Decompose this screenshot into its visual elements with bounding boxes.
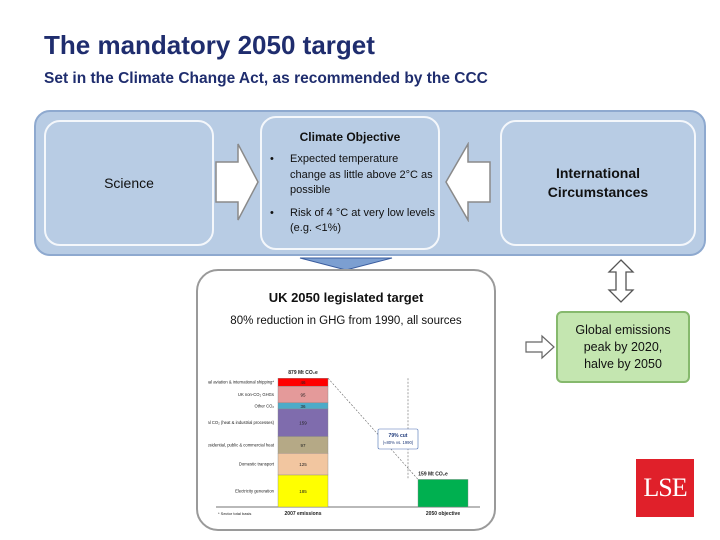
target-title: UK 2050 legislated target	[268, 290, 424, 305]
objective-bullet: Expected temperature change as little ab…	[270, 152, 436, 199]
segment-value-label: 36	[300, 404, 306, 409]
trend-dashed-line	[327, 378, 419, 480]
chart-footnote: * Sector total basis	[218, 511, 251, 516]
segment-value-label: 95	[300, 392, 306, 397]
down-arrow-icon	[299, 257, 393, 271]
global-line: Global emissions	[575, 322, 671, 337]
segment-name-label: Industrial CO₂ (heat & industrial proces…	[208, 420, 275, 425]
international-line: Circumstances	[547, 184, 649, 200]
segment-value-label: 185	[299, 489, 307, 494]
uk-target-box: UK 2050 legislated target 80% reduction …	[196, 269, 496, 531]
global-emissions-box: Global emissions peak by 2020, halve by …	[556, 311, 690, 383]
lse-logo: LSE	[636, 459, 694, 517]
reduction-callout	[377, 428, 419, 450]
reduction-label: 79% cut	[389, 433, 408, 439]
science-box: Science	[44, 120, 214, 246]
page-title: The mandatory 2050 target	[44, 30, 375, 60]
international-line: International	[555, 165, 640, 181]
global-line: peak by 2020,	[583, 339, 663, 354]
segment-value-label: 125	[299, 462, 307, 467]
segment-value-label: 46	[300, 380, 306, 385]
segment-name-label: Domestic transport	[239, 462, 275, 467]
target-subtitle: 80% reduction in GHG from 1990, all sour…	[230, 315, 462, 327]
science-label: Science	[104, 175, 154, 191]
objective-bullet: Risk of 4 °C at very low levels (e.g. <1…	[270, 206, 436, 237]
segment-name-label: Residential, public & commercial heat	[208, 442, 275, 447]
segment-value-label: 159	[299, 421, 307, 426]
objective-list: Expected temperature change as little ab…	[270, 152, 436, 244]
segment-name-label: Electricity generation	[235, 488, 275, 493]
top-total-label: 879 Mt CO₂e	[288, 370, 318, 376]
x-category-label: 2050 objective	[426, 511, 460, 517]
right-arrow-small-icon	[525, 334, 555, 360]
objective-title: Climate Objective	[299, 130, 401, 144]
bar-segment	[277, 378, 329, 387]
page-subtitle: Set in the Climate Change Act, as recomm…	[44, 70, 488, 87]
reduction-label: (≈80% vs. 1990)	[383, 440, 414, 445]
emissions-chart: 185 Electricity generation 125 Domestic tra…	[208, 370, 480, 517]
bar-2050	[417, 479, 469, 508]
bar-segment	[277, 408, 329, 437]
international-box: International Circumstances	[500, 120, 696, 246]
left-arrow-icon	[445, 142, 491, 222]
double-arrow-icon	[607, 259, 635, 303]
climate-objective-box: Climate Objective Expected temperature c…	[260, 116, 440, 250]
segment-name-label: Other CO₂	[254, 403, 274, 408]
segment-name-label: UK non-CO₂ GHGs	[238, 392, 274, 397]
global-line: halve by 2050	[584, 356, 662, 371]
top-2050-label: 159 Mt CO₂e	[418, 471, 448, 477]
lse-logo-text: LSE	[643, 473, 687, 502]
segment-value-label: 97	[300, 443, 306, 448]
x-category-label: 2007 emissions	[285, 511, 322, 517]
segment-name-label: International aviation & international s…	[208, 380, 274, 385]
right-arrow-icon	[215, 143, 259, 221]
